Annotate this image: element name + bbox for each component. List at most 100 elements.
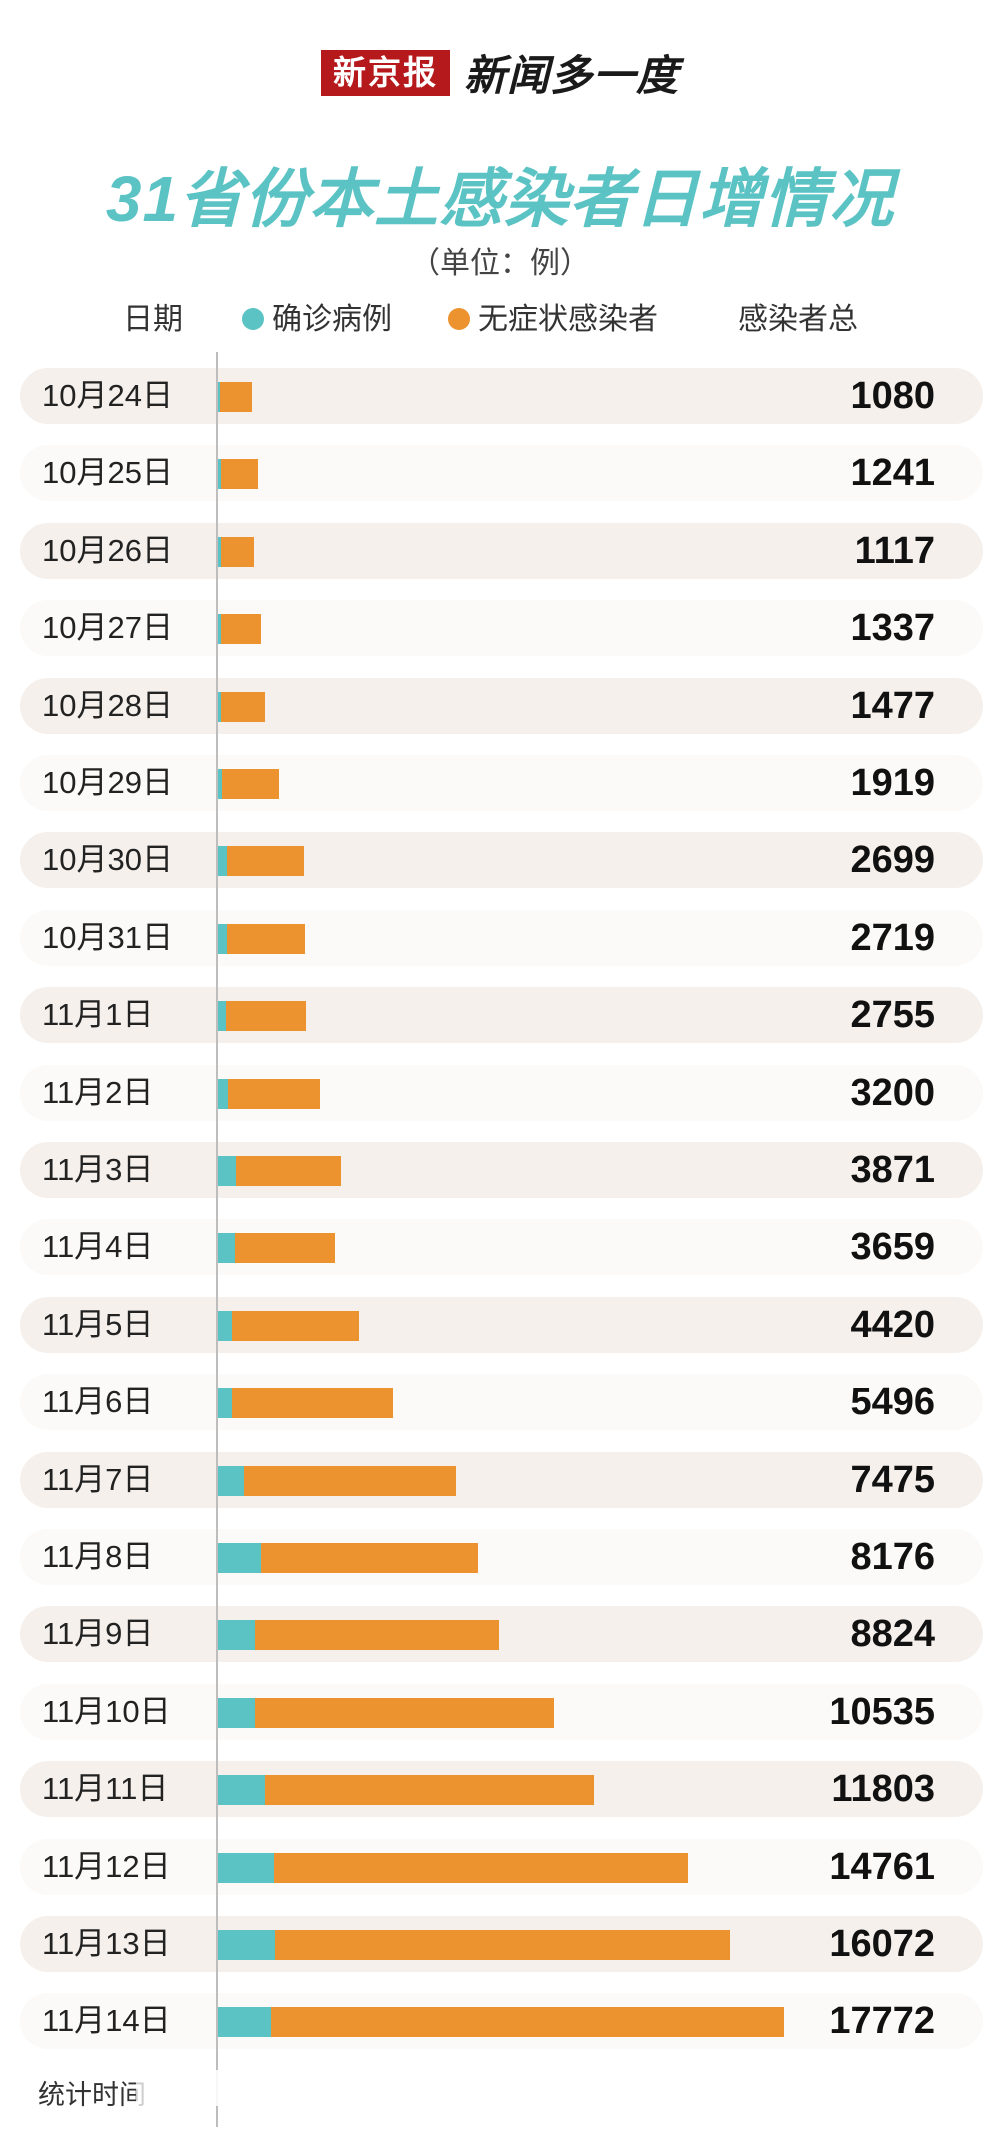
bar-asymptomatic	[260, 1543, 479, 1573]
bar-confirmed	[218, 1852, 275, 1883]
bar-confirmed	[218, 459, 221, 490]
total-value: 2755	[850, 994, 935, 1037]
bar-confirmed	[218, 1465, 245, 1496]
category-label: 11月13日	[42, 1926, 171, 1961]
chart-row: 11月14日 17772	[20, 1993, 983, 2050]
category-label: 10月26日	[42, 532, 173, 568]
category-label: 10月31日	[42, 919, 173, 955]
footer-note: 统计时间	[38, 2080, 146, 2110]
bar-asymptomatic	[234, 1233, 335, 1264]
bar-asymptomatic	[220, 536, 254, 567]
category-label: 11月6日	[42, 1384, 154, 1420]
total-value: 17772	[829, 2000, 935, 2043]
category-label: 11月7日	[42, 1461, 154, 1497]
category-label: 11月10日	[42, 1693, 171, 1729]
bar-asymptomatic	[221, 691, 266, 722]
bar-asymptomatic	[236, 1156, 342, 1186]
total-value: 1337	[850, 607, 935, 650]
bar-asymptomatic	[228, 1078, 320, 1109]
bar-asymptomatic	[232, 1310, 359, 1341]
legend-confirmed: 确诊病例	[242, 298, 392, 342]
bar-asymptomatic	[227, 846, 304, 877]
brand-header: 新京报 新闻多一度	[0, 42, 1000, 103]
total-value: 7475	[850, 1458, 935, 1501]
chart-row: 11月6日 5496	[20, 1374, 983, 1431]
total-value: 8824	[850, 1613, 935, 1656]
bar-asymptomatic	[227, 923, 305, 954]
chart-row: 10月30日 2699	[20, 832, 983, 889]
total-value: 4420	[850, 1303, 935, 1346]
category-label: 10月27日	[42, 610, 173, 646]
bar-asymptomatic	[221, 769, 280, 799]
bar-confirmed	[218, 1930, 276, 1960]
bar-asymptomatic	[274, 1852, 689, 1883]
category-label: 10月30日	[42, 842, 173, 878]
total-value: 1080	[850, 375, 935, 417]
category-label: 10月24日	[42, 378, 173, 413]
total-value: 3659	[850, 1226, 935, 1269]
total-value: 3200	[850, 1071, 935, 1114]
bar-confirmed	[218, 614, 221, 645]
total-value: 1477	[850, 684, 935, 727]
bar-confirmed	[218, 691, 222, 722]
category-label: 11月4日	[42, 1229, 154, 1265]
total-value: 1117	[854, 529, 935, 572]
chart-row: 11月4日 3659	[20, 1219, 983, 1276]
legend-asymptomatic: 无症状感染者	[448, 298, 658, 342]
bar-asymptomatic	[220, 614, 261, 645]
total-value: 8176	[850, 1536, 935, 1578]
header-fade	[860, 305, 1000, 335]
brand-logo-box: 新京报	[320, 49, 450, 96]
bar-confirmed	[218, 1001, 226, 1032]
legend-confirmed-swatch	[242, 308, 264, 331]
bar-confirmed	[218, 382, 221, 412]
chart-row: 11月3日 3871	[20, 1142, 983, 1198]
chart-row: 10月29日 1919	[20, 755, 983, 811]
chart-row: 11月11日 11803	[20, 1761, 983, 1818]
chart-row: 10月31日 2719	[20, 909, 983, 966]
category-label: 11月11日	[42, 1771, 169, 1807]
bar-asymptomatic	[220, 382, 253, 412]
bar-confirmed	[218, 536, 221, 567]
chart-title: 31省份本土感染者日增情况	[105, 163, 895, 235]
bar-confirmed	[218, 769, 222, 799]
bar-asymptomatic	[255, 1620, 500, 1651]
total-value: 16072	[829, 1923, 935, 1965]
total-value: 3871	[850, 1149, 935, 1191]
bar-asymptomatic	[265, 1775, 594, 1806]
category-label: 11月1日	[42, 997, 154, 1033]
bar-asymptomatic	[225, 1001, 306, 1032]
chart-unit: （单位：例）	[410, 247, 590, 280]
chart-row: 10月24日 1080	[20, 368, 983, 424]
footer-fade	[136, 2070, 786, 2106]
chart-row: 11月2日 3200	[20, 1064, 983, 1121]
column-header: 日期 确诊病例 无症状感染者 感染者总	[0, 298, 1000, 342]
bar-confirmed	[218, 1156, 237, 1186]
category-label: 11月3日	[42, 1152, 154, 1187]
bar-asymptomatic	[244, 1465, 457, 1496]
chart-row: 11月12日 14761	[20, 1838, 983, 1895]
category-label: 11月9日	[42, 1616, 154, 1652]
category-label: 11月12日	[42, 1848, 171, 1884]
bar-confirmed	[218, 1620, 256, 1651]
chart-row: 10月26日 1117	[20, 522, 983, 579]
category-label: 11月8日	[42, 1539, 154, 1574]
category-label: 10月29日	[42, 765, 173, 800]
chart-row: 11月10日 10535	[20, 1683, 983, 1740]
total-value: 1919	[850, 762, 935, 804]
chart-row: 11月9日 8824	[20, 1606, 983, 1663]
bar-confirmed	[218, 1310, 233, 1341]
bar-confirmed	[218, 1233, 235, 1264]
chart-row: 11月13日 16072	[20, 1916, 983, 1972]
chart-row: 10月25日 1241	[20, 445, 983, 502]
brand-slogan: 新闻多一度	[463, 52, 679, 99]
total-value: 5496	[850, 1381, 935, 1424]
total-value: 1241	[850, 452, 935, 495]
chart-row: 10月28日 1477	[20, 677, 983, 734]
axis-line	[216, 352, 218, 2127]
header-date: 日期	[123, 303, 183, 336]
bar-asymptomatic	[275, 1930, 730, 1960]
total-value: 2719	[850, 916, 935, 959]
category-label: 10月28日	[42, 687, 173, 723]
category-label: 11月2日	[42, 1074, 154, 1110]
